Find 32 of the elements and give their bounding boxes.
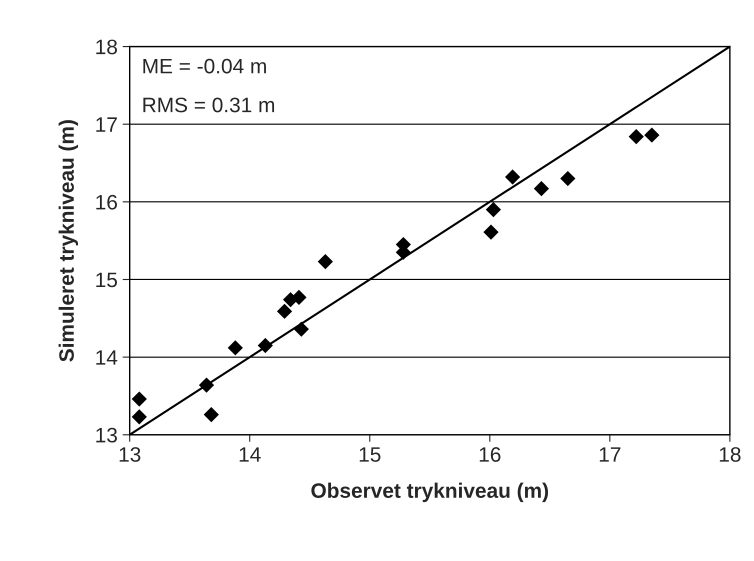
y-tick-label: 17 — [96, 117, 117, 132]
point — [294, 322, 309, 337]
point — [560, 170, 576, 186]
point — [483, 224, 499, 240]
point — [628, 129, 644, 144]
annotation: RMS = 0.31 m — [143, 98, 274, 112]
point — [505, 169, 520, 185]
point — [644, 127, 660, 143]
point — [258, 338, 273, 354]
x-axis-title: Observet trykniveau (m) — [311, 482, 548, 502]
x-tick-label: 13 — [120, 447, 140, 462]
x-tick-label: 18 — [720, 447, 741, 462]
y-tick-label: 13 — [96, 428, 117, 443]
x-tick-label: 16 — [480, 447, 500, 462]
point — [228, 340, 243, 356]
y-tick-label: 16 — [96, 194, 117, 210]
point — [318, 254, 333, 270]
point — [198, 377, 214, 393]
x-tick-label: 14 — [240, 447, 261, 462]
y-tick-label: 18 — [96, 40, 117, 54]
annotation: ME = -0.04 m — [143, 58, 266, 74]
point — [204, 406, 219, 422]
y-tick-label: 15 — [96, 272, 118, 288]
point — [276, 304, 292, 319]
x-tick-label: 17 — [600, 447, 620, 462]
point — [486, 202, 502, 218]
point — [132, 409, 147, 425]
y-tick-label: 14 — [96, 350, 118, 365]
y-axis-title: Simuleret trykniveau (m) — [58, 120, 78, 362]
x-tick-label: 15 — [360, 447, 380, 462]
point — [132, 391, 147, 407]
point — [534, 181, 550, 196]
